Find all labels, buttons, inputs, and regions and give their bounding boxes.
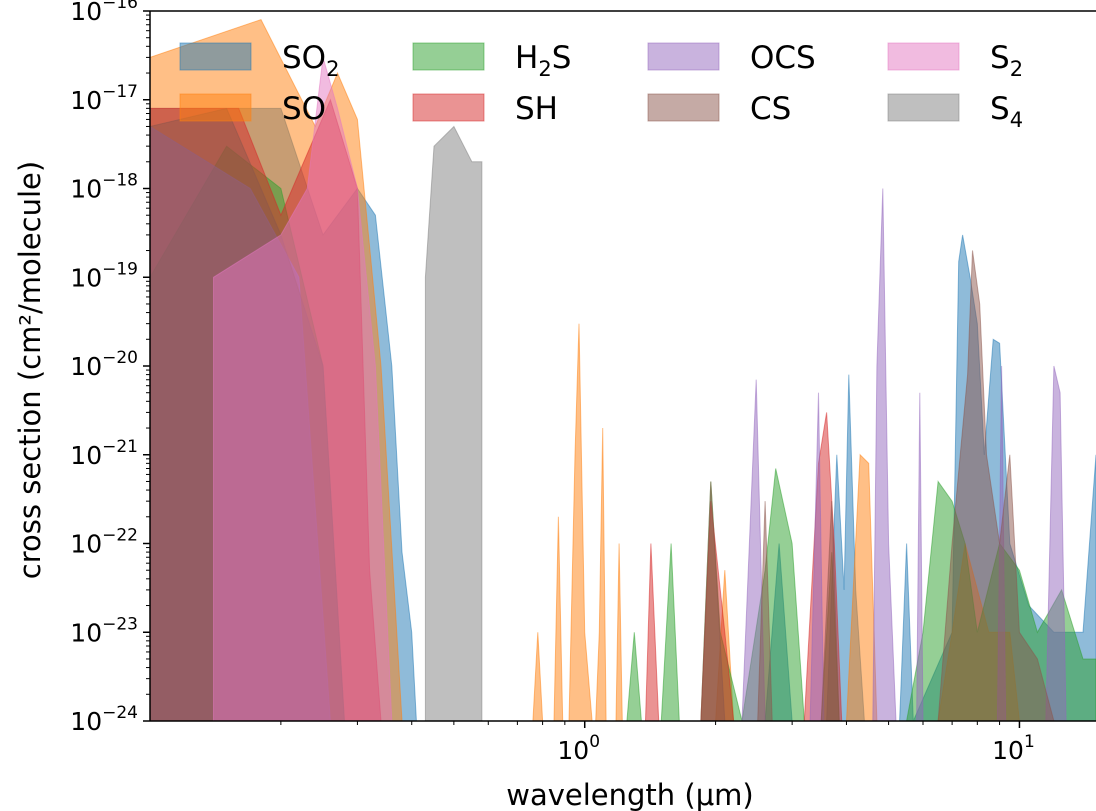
legend-swatch-ocs xyxy=(647,42,720,71)
legend-label-cs: CS xyxy=(750,91,791,127)
legend-swatch-h2s xyxy=(412,42,485,71)
legend-label-sh: SH xyxy=(515,91,558,127)
legend-label-ocs: OCS xyxy=(750,40,816,76)
legend: SO2 SO H2S SH OCS CS S2 S4 xyxy=(179,40,1023,132)
legend-swatch-so xyxy=(179,93,252,122)
legend-swatch-so2 xyxy=(179,42,252,71)
y-tick-label: 10−18 xyxy=(70,171,138,204)
x-axis-label: wavelength (μm) xyxy=(506,778,753,811)
y-axis-label: cross section (cm²/molecule) xyxy=(13,161,47,579)
legend-label-so: SO xyxy=(282,91,326,127)
y-tick-label: 10−24 xyxy=(70,703,138,736)
x-tick-label: 101 xyxy=(992,732,1035,765)
series-s2-area xyxy=(213,57,393,721)
legend-swatch-s2 xyxy=(887,42,960,71)
y-tick-label: 10−16 xyxy=(70,0,138,26)
legend-swatch-cs xyxy=(647,93,720,122)
series-s4-area xyxy=(424,125,483,721)
y-tick-label: 10−22 xyxy=(70,526,138,559)
legend-label-h2s: H2S xyxy=(515,40,571,81)
legend-label-s2: S2 xyxy=(990,40,1023,81)
y-tick-label: 10−17 xyxy=(70,82,138,115)
legend-label-so2: SO2 xyxy=(282,40,339,81)
x-tick-label: 100 xyxy=(557,732,600,765)
y-tick-label: 10−23 xyxy=(70,614,138,647)
series-layer xyxy=(150,18,1096,721)
legend-label-s4: S4 xyxy=(990,91,1023,132)
axes-layer: 10−16 10−17 10−18 10−19 10−20 10−21 10−22 10−23… xyxy=(13,0,1096,811)
y-tick-label: 10−19 xyxy=(70,259,138,292)
y-tick-label: 10−20 xyxy=(70,348,138,381)
legend-swatch-s4 xyxy=(887,93,960,122)
legend-swatch-sh xyxy=(412,93,485,122)
y-tick-label: 10−21 xyxy=(70,437,138,470)
